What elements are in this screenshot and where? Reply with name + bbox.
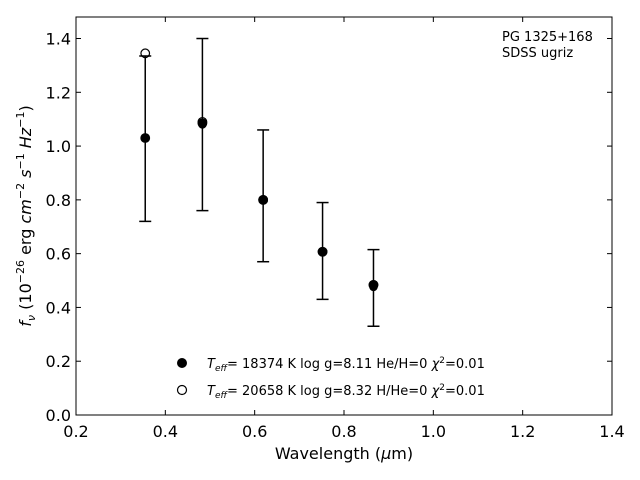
y-label-exp4: −1 bbox=[14, 112, 27, 128]
y-label-exp3: −1 bbox=[14, 153, 27, 169]
model-point-open bbox=[258, 194, 269, 205]
y-tick-label: 0.2 bbox=[46, 352, 71, 371]
legend-1-teff-sub: eff bbox=[215, 364, 229, 374]
legend-2-chi: χ bbox=[431, 384, 441, 399]
legend-1-chi: χ bbox=[431, 357, 441, 372]
plot-frame bbox=[75, 16, 613, 416]
model-point-open bbox=[140, 48, 151, 59]
legend-marker-open bbox=[176, 384, 188, 396]
x-axis-label-post: m) bbox=[391, 444, 413, 463]
y-tick-label: 0.4 bbox=[46, 298, 71, 317]
legend-2-chi-sup: 2 bbox=[439, 383, 445, 393]
y-tick-label: 1.0 bbox=[46, 137, 71, 156]
x-tick-label: 1.0 bbox=[421, 422, 446, 441]
model-point-filled bbox=[140, 133, 151, 143]
x-axis-label-mu: μ bbox=[380, 444, 391, 463]
legend-entry-2: Teff= 20658 K log g=8.32 H/He=0 χ2=0.01 bbox=[207, 383, 485, 401]
y-label-cm: cm bbox=[16, 199, 35, 223]
y-label-s: s bbox=[16, 170, 35, 183]
y-tick-label: 0.6 bbox=[46, 245, 71, 264]
y-tick-label: 1.2 bbox=[46, 83, 71, 102]
legend-marker-filled bbox=[177, 358, 187, 368]
legend: Teff= 18374 K log g=8.11 He/H=0 χ2=0.01 … bbox=[176, 356, 485, 401]
legend-1-teff: T bbox=[207, 357, 216, 372]
x-tick-label: 0.2 bbox=[63, 422, 88, 441]
legend-2-teff: T bbox=[207, 384, 216, 399]
legend-1-text: = 18374 K log g=8.11 He/H=0 bbox=[227, 357, 432, 372]
y-label-exp1: −26 bbox=[14, 260, 27, 283]
y-label-exp2: −2 bbox=[14, 183, 27, 199]
y-tick-label: 1.4 bbox=[46, 30, 71, 49]
model-point-open bbox=[197, 116, 208, 127]
y-label-erg: erg bbox=[16, 224, 35, 260]
legend-1-chi-val: =0.01 bbox=[445, 357, 485, 372]
x-tick-label: 1.2 bbox=[510, 422, 535, 441]
legend-entry-1: Teff= 18374 K log g=8.11 He/H=0 χ2=0.01 bbox=[207, 356, 485, 374]
legend-2-teff-sub: eff bbox=[215, 391, 229, 401]
x-axis-label: Wavelength (μm) bbox=[275, 444, 413, 463]
model-point-open bbox=[368, 279, 379, 290]
y-tick-label: 0.8 bbox=[46, 191, 71, 210]
x-tick-label: 0.8 bbox=[331, 422, 356, 441]
x-tick-label: 0.6 bbox=[242, 422, 267, 441]
y-label-hz: Hz bbox=[16, 127, 35, 153]
x-tick-label: 0.4 bbox=[153, 422, 178, 441]
legend-2-chi-val: =0.01 bbox=[445, 384, 485, 399]
y-label-nu: ν bbox=[25, 315, 38, 321]
model-point-open bbox=[317, 246, 328, 257]
annotation-survey: SDSS ugriz bbox=[502, 46, 573, 61]
y-label-close: ) bbox=[16, 105, 35, 111]
y-tick-label: 0.0 bbox=[46, 406, 71, 425]
legend-2-text: = 20658 K log g=8.32 H/He=0 bbox=[227, 384, 432, 399]
x-axis-label-pre: Wavelength ( bbox=[275, 444, 381, 463]
legend-1-chi-sup: 2 bbox=[439, 356, 445, 366]
x-tick-label: 1.4 bbox=[599, 422, 624, 441]
y-label-f: f bbox=[16, 319, 35, 327]
annotation-object-name: PG 1325+168 bbox=[502, 30, 593, 45]
y-label-open: (10 bbox=[16, 283, 35, 315]
y-axis-label: fν (10−26 erg cm−2 s−1 Hz−1) bbox=[14, 105, 38, 326]
